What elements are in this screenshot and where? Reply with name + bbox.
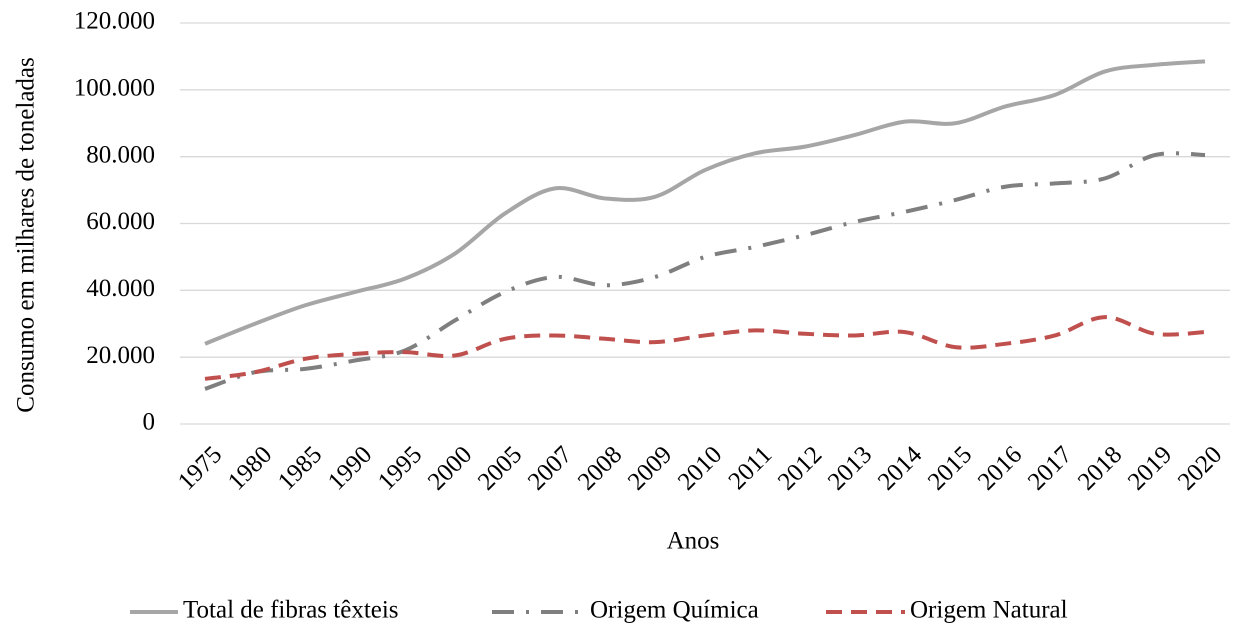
x-tick-label: 2015 bbox=[923, 441, 977, 495]
legend-label: Origem Natural bbox=[910, 597, 1068, 624]
y-tick-label: 20.000 bbox=[86, 342, 155, 369]
x-tick-label: 2014 bbox=[873, 441, 928, 496]
x-tick-label: 2000 bbox=[423, 441, 477, 495]
x-tick-label: 2010 bbox=[673, 441, 727, 495]
y-tick-label: 120.000 bbox=[74, 8, 155, 35]
x-tick-label: 2012 bbox=[773, 441, 827, 495]
x-tick-label: 1980 bbox=[223, 441, 277, 495]
line-series bbox=[204, 151, 1206, 391]
line-series bbox=[204, 315, 1206, 381]
legend-label: Origem Química bbox=[590, 597, 759, 624]
x-tick-label: 2008 bbox=[573, 441, 627, 495]
x-tick-label: 2009 bbox=[623, 441, 677, 495]
x-axis-title: Anos bbox=[667, 528, 720, 555]
x-tick-label: 2020 bbox=[1173, 441, 1227, 495]
x-tick-label: 1990 bbox=[323, 441, 377, 495]
y-axis-title: Consumo em milhares de toneladas bbox=[13, 57, 40, 412]
x-tick-label: 2011 bbox=[724, 441, 778, 495]
x-tick-label: 1985 bbox=[273, 441, 327, 495]
x-tick-label: 2013 bbox=[823, 441, 877, 495]
y-tick-label: 80.000 bbox=[86, 141, 155, 168]
x-tick-label: 2007 bbox=[523, 441, 577, 495]
x-tick-label: 2019 bbox=[1123, 441, 1177, 495]
x-tick-label: 2016 bbox=[973, 441, 1027, 495]
y-tick-label: 60.000 bbox=[86, 208, 155, 235]
legend-label: Total de fibras têxteis bbox=[183, 597, 399, 624]
x-tick-label: 2005 bbox=[473, 441, 527, 495]
y-tick-label: 40.000 bbox=[86, 275, 155, 302]
x-tick-label: 1995 bbox=[373, 441, 427, 495]
y-tick-label: 100.000 bbox=[74, 75, 155, 102]
x-tick-label: 1975 bbox=[173, 441, 227, 495]
x-tick-label: 2018 bbox=[1073, 441, 1127, 495]
x-tick-label: 2017 bbox=[1023, 441, 1077, 495]
y-tick-label: 0 bbox=[143, 409, 156, 436]
line-series bbox=[204, 59, 1206, 346]
